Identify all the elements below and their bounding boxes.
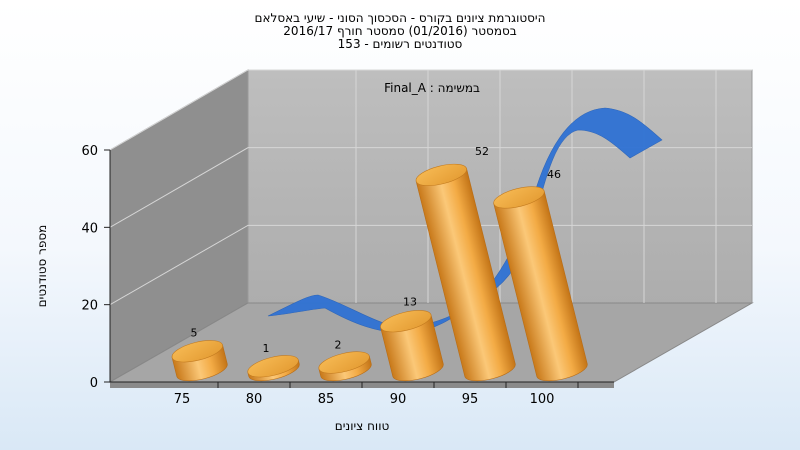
bar-cap (493, 186, 545, 209)
bar-body (493, 190, 588, 382)
y-gridline (109, 69, 752, 151)
gridlines (109, 69, 752, 306)
y-axis-title: מספר סטודנטים (35, 225, 49, 308)
chart-title-line-3: 153 - סטודנטים רשומים (338, 37, 463, 51)
axis-ticks: 0 20 40 60 75 80 85 90 95 100 (81, 144, 614, 407)
bar-cap (415, 163, 467, 186)
y-gridline (109, 147, 752, 228)
chart-title-line-2: בסמסטר (01/2016) סמסטר חורף 2016/17 (283, 24, 516, 38)
y-tick-label: 40 (81, 221, 98, 236)
y-tick-label: 0 (90, 376, 98, 391)
bar-value-label: 1 (263, 342, 270, 355)
x-tick-label: 80 (246, 392, 263, 407)
bar-value-label: 2 (335, 338, 342, 351)
bar-cap (171, 340, 223, 363)
x-tick-label: 95 (462, 392, 479, 407)
bar-value-label: 46 (547, 168, 561, 181)
bar-cap (380, 310, 432, 333)
y-tick-label: 20 (81, 299, 98, 314)
y-gridline (109, 224, 752, 306)
y-tick-label: 60 (81, 144, 98, 159)
x-tick-label: 90 (390, 392, 407, 407)
chart-title-line-1: היסטוגרמת ציונים בקורס - הסכסוך הסוני - … (255, 11, 546, 25)
x-axis-title: טווח ציונים (335, 419, 390, 433)
bar-cap (318, 351, 370, 374)
bar-value-label: 52 (475, 145, 489, 158)
x-tick-label: 100 (530, 392, 555, 407)
x-tick-label: 85 (318, 392, 335, 407)
bar-cap (247, 355, 299, 378)
bar-value-label: 13 (403, 296, 417, 309)
bars: 5 1 2 13 52 46 (171, 145, 588, 382)
bar-85: 2 (318, 338, 372, 382)
bar-80: 1 (247, 342, 300, 382)
bar-100: 46 (493, 168, 588, 382)
x-tick-label: 75 (174, 392, 191, 407)
bar-value-label: 5 (191, 327, 198, 340)
bar-75: 5 (171, 327, 228, 382)
bar-95: 52 (415, 145, 516, 382)
bar-90: 13 (380, 296, 444, 382)
bar-body (415, 168, 516, 382)
chart-subtitle: Final_A : במשימה (384, 81, 480, 95)
